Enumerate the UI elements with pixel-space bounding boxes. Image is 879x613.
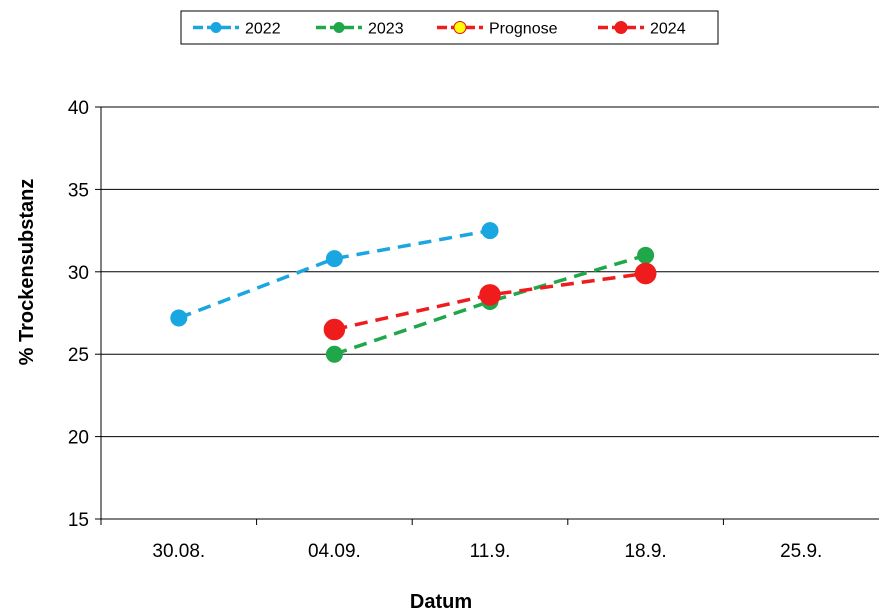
x-tick-label: 25.9. xyxy=(780,541,822,562)
data-point xyxy=(325,345,343,363)
data-point xyxy=(634,262,657,285)
x-axis-title: Datum xyxy=(410,591,472,613)
y-tick-label: 35 xyxy=(68,180,89,201)
legend-marker xyxy=(210,22,222,33)
data-point xyxy=(481,222,499,240)
y-tick-label: 40 xyxy=(68,98,89,119)
data-point xyxy=(325,250,343,268)
data-point xyxy=(170,309,188,327)
legend-marker xyxy=(333,22,345,33)
legend-item-2022: 2022 xyxy=(193,21,281,38)
series-2022 xyxy=(170,222,499,327)
legend-label: 2022 xyxy=(245,21,281,38)
legend: 2022 2023 Prognose 2024 xyxy=(180,10,719,45)
x-tick-label: 30.08. xyxy=(152,541,205,562)
gridlines xyxy=(101,106,879,438)
legend-label: Prognose xyxy=(489,21,558,38)
series-line xyxy=(333,253,647,356)
legend-item-prognose: Prognose xyxy=(437,21,558,38)
series-layer xyxy=(170,222,657,363)
y-tick-label: 15 xyxy=(68,510,89,531)
y-tick-label: 25 xyxy=(68,345,89,366)
legend-marker xyxy=(614,21,628,34)
legend-item-2024: 2024 xyxy=(598,21,686,38)
y-axis-ticks: 15 20 25 30 35 40 xyxy=(68,98,101,531)
x-tick-label: 11.9. xyxy=(470,541,511,562)
legend-label: 2024 xyxy=(650,21,686,38)
y-tick-label: 30 xyxy=(68,263,89,284)
x-tick-label: 04.09. xyxy=(308,541,361,562)
axes xyxy=(100,107,879,525)
legend-label: 2023 xyxy=(368,21,404,38)
y-tick-label: 20 xyxy=(68,428,89,449)
x-axis-ticks: 30.08. 04.09. 11.9. 18.9. 25.9. xyxy=(100,519,822,562)
data-point xyxy=(637,246,655,264)
data-point xyxy=(479,284,501,306)
data-point xyxy=(323,318,346,341)
legend-marker xyxy=(453,21,467,34)
legend-item-2023: 2023 xyxy=(316,21,404,38)
y-axis-title: % Trockensubstanz xyxy=(16,179,38,366)
x-tick-label: 18.9. xyxy=(624,541,666,562)
series-2024 xyxy=(323,262,657,341)
